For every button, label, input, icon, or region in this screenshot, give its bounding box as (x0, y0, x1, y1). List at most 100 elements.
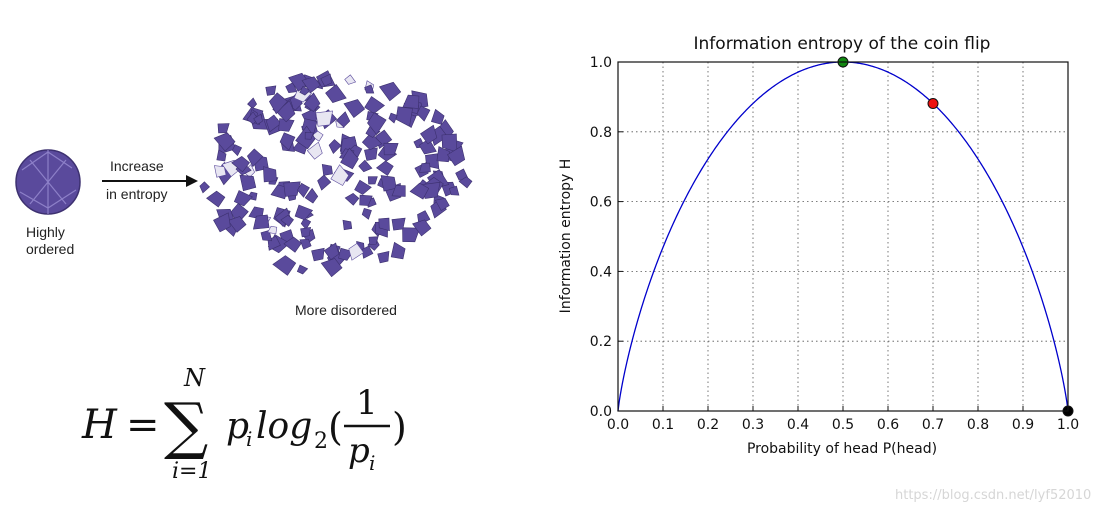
fragment-shape (296, 264, 309, 275)
entropy-curve (617, 61, 1069, 412)
fragment-shape (343, 99, 366, 118)
fragment-shape (306, 141, 323, 160)
fragment-shape (364, 84, 375, 94)
fragment-shape (361, 207, 372, 220)
formula-equals: = (126, 402, 160, 448)
y-tick-label: 0.0 (590, 404, 612, 420)
chart-curve-layer (617, 61, 1069, 412)
fragment-shape (239, 174, 257, 192)
fragment-shape (383, 142, 399, 156)
entropy-chart-svg: Information entropy of the coin flip Pro… (558, 34, 1079, 457)
fragment-shape (320, 258, 343, 278)
fragment-shape (213, 132, 236, 152)
x-tick-label: 0.3 (742, 417, 764, 433)
fragment-shape (283, 236, 302, 253)
plot-frame (617, 61, 1069, 412)
fragment-shape (301, 76, 321, 94)
fragment-shape (272, 255, 297, 276)
fragment-shape (217, 123, 230, 134)
fragment-shape (300, 217, 312, 230)
fragment-shape (412, 219, 432, 237)
fragment-shape (448, 185, 460, 196)
fragment-shape (315, 110, 334, 127)
y-tick-label: 1.0 (590, 55, 612, 71)
fragment-shape (375, 160, 394, 176)
fragment-shape (402, 227, 421, 243)
arrow-label-1: Increase (110, 158, 164, 174)
highly-ordered-label-2: ordered (26, 241, 75, 257)
fragment-shape (340, 147, 359, 170)
fragment-shape (267, 225, 278, 235)
formula-denominator-sub: i (369, 451, 375, 475)
x-tick-label: 0.8 (967, 417, 989, 433)
fragment-shape (377, 251, 390, 264)
fragment-shape (390, 241, 406, 260)
formula-log: log (256, 406, 312, 447)
arrow-label-2: in entropy (106, 186, 168, 202)
fragment-shape (388, 112, 398, 124)
formula-p-sub: i (246, 427, 252, 451)
chart-title: Information entropy of the coin flip (694, 34, 991, 54)
fragment-shape (247, 97, 258, 109)
fragment-shape (231, 156, 250, 173)
fragment-shape (380, 175, 397, 192)
fragment-shape (325, 84, 347, 103)
formula-log-sub: 2 (314, 429, 328, 454)
fragment-shape (441, 133, 458, 153)
fragment-shape (323, 242, 340, 260)
fragment-shape (265, 85, 277, 96)
fragment-shape (252, 214, 270, 230)
fragment-shape (231, 144, 243, 157)
fragment-shape (436, 146, 450, 163)
fragment-shape (402, 94, 420, 109)
fragment-shape (348, 243, 365, 261)
fragment-shape (262, 166, 277, 183)
x-tick-label: 0.1 (652, 417, 674, 433)
fragment-shape (278, 118, 295, 132)
chart-ticks: 0.0 0.1 0.2 0.3 0.4 0.5 0.6 0.7 0.8 0.9 1.0 0.0 0.2 0… (590, 55, 1079, 433)
fragment-shape (368, 236, 379, 245)
x-tick-label: 0.9 (1012, 417, 1034, 433)
fragment-shape (304, 132, 314, 140)
fragment-shape (434, 197, 450, 212)
formula-p: p (226, 406, 249, 447)
formula-numerator: 1 (356, 383, 378, 423)
fragment-shape (304, 187, 319, 204)
fragment-shape (367, 176, 378, 185)
fragment-shape (268, 92, 288, 115)
fragment-shape (206, 190, 226, 208)
highly-ordered-sphere (15, 149, 81, 215)
fragment-shape (321, 163, 333, 176)
fragment-shape (260, 229, 273, 242)
fragment-shape (418, 138, 437, 155)
x-tick-label: 0.6 (877, 417, 899, 433)
arrow-right-icon (102, 175, 198, 187)
highly-ordered-label-1: Highly (26, 224, 65, 240)
entropy-formula: H = N ∑ i=1 p i log 2 ( 1 p i ) (80, 360, 500, 490)
fragment-shape (378, 81, 402, 102)
fragment-shape (280, 214, 294, 227)
x-tick-label: 0.0 (607, 417, 629, 433)
fragment-shape (213, 212, 231, 233)
formula-lhs: H (81, 402, 118, 448)
x-tick-label: 0.7 (922, 417, 944, 433)
fragment-shape (336, 111, 351, 128)
x-axis-label: Probability of head P(head) (747, 441, 937, 457)
entropy-formula-graphic: H = N ∑ i=1 p i log 2 ( 1 p i ) (81, 364, 407, 484)
fragment-shape (283, 181, 301, 197)
x-tick-label: 0.5 (832, 417, 854, 433)
fragment-shape (391, 185, 406, 197)
fragment-shape (303, 92, 321, 112)
y-tick-label: 0.6 (590, 195, 612, 211)
fragment-shape (276, 100, 296, 123)
fragment-shape (358, 159, 373, 173)
fragment-shape (233, 190, 253, 207)
x-tick-label: 1.0 (1057, 417, 1079, 433)
fragment-shape (299, 85, 311, 96)
formula-sum-upper: N (183, 364, 206, 392)
watermark-text: https://blog.csdn.net/lyf52010 (895, 488, 1092, 503)
fragment-shape (246, 148, 264, 168)
fragment-shape (216, 149, 227, 162)
y-axis-label: Information entropy H (558, 159, 574, 314)
fragment-shape (458, 176, 473, 189)
